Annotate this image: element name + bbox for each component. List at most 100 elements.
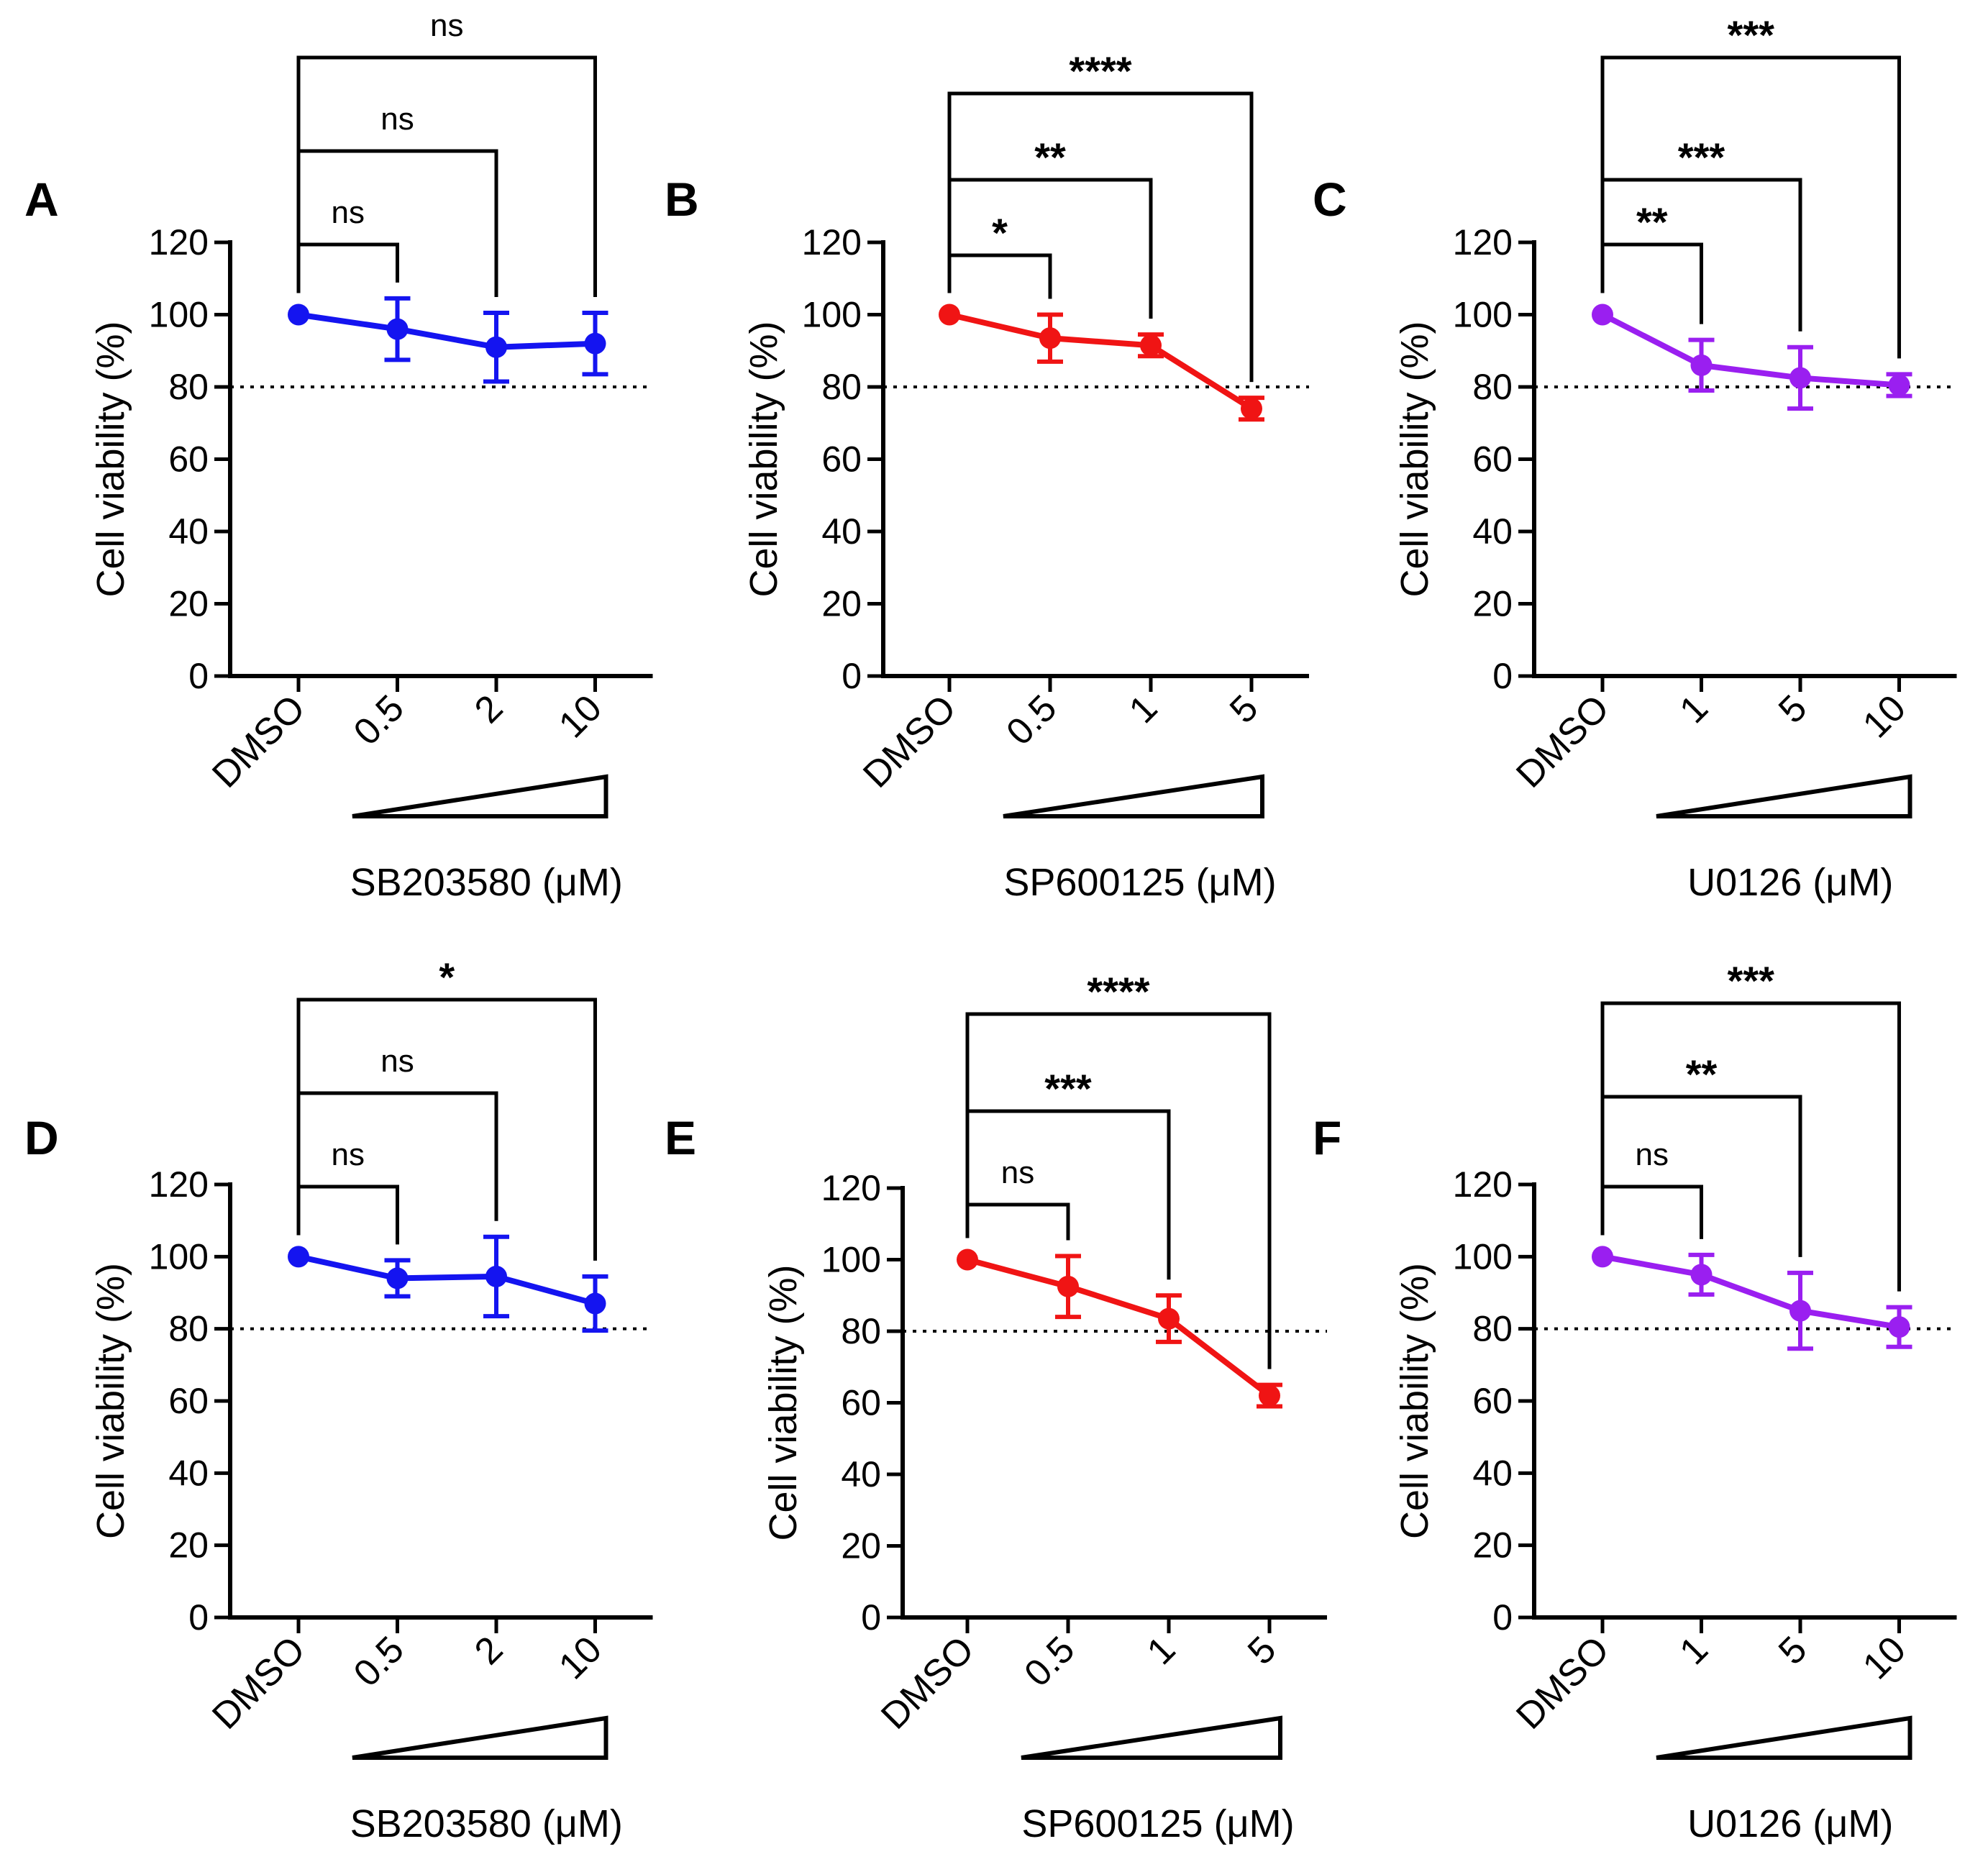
y-tick-label: 20 (168, 584, 209, 624)
significance-label: ns (380, 1044, 414, 1079)
significance-label: ns (380, 101, 414, 137)
x-tick-label: 5 (1240, 1628, 1284, 1672)
x-tick-label: DMSO (873, 1628, 982, 1737)
x-tick-label: 1 (1121, 687, 1165, 731)
y-tick-label: 20 (168, 1525, 209, 1566)
data-point (1039, 327, 1061, 350)
data-point (1241, 398, 1262, 420)
x-tick-label: 0.5 (1016, 1628, 1082, 1694)
x-tick-label: 1 (1139, 1628, 1183, 1672)
significance-label: * (439, 954, 455, 1000)
significance-label: *** (1728, 958, 1775, 1003)
comparison-bracket (947, 253, 1052, 299)
significance-label: *** (1678, 134, 1725, 180)
y-tick-label: 20 (841, 1526, 881, 1566)
y-tick-label: 80 (1472, 367, 1513, 407)
y-tick-label: 100 (149, 295, 209, 335)
comparison-bracket (296, 55, 597, 297)
series-line (298, 1254, 596, 1307)
y-tick-label: 0 (1492, 1597, 1513, 1638)
panel-e: E 0 20 40 60 80 100 120 Cell viability (%) DMSO 0.… (665, 969, 1327, 1845)
y-tick-label: 40 (168, 511, 209, 552)
concentration-wedge (352, 774, 608, 818)
x-tick-label: 0.5 (346, 687, 412, 753)
y-tick-label: 100 (821, 1240, 881, 1280)
x-tick-label: 10 (551, 1628, 610, 1687)
x-axis-title: SB203580 (μM) (350, 861, 623, 904)
x-tick-label: 10 (1855, 687, 1914, 746)
significance-label: ** (1034, 134, 1066, 180)
comparison-bracket (1600, 1001, 1901, 1292)
significance-label: **** (1087, 969, 1149, 1014)
significance-label: ns (332, 195, 365, 230)
x-tick-label: 10 (551, 687, 610, 746)
data-point (584, 332, 606, 355)
y-tick-label: 100 (802, 295, 862, 335)
y-tick-label: 40 (1472, 511, 1513, 552)
significance-label: * (992, 210, 1008, 255)
data-point (584, 1292, 606, 1315)
significance-label: **** (1069, 48, 1131, 93)
panel-letter: C (1313, 173, 1347, 226)
data-point (1592, 303, 1613, 326)
series-line (1601, 311, 1900, 388)
y-tick-label: 40 (168, 1453, 209, 1493)
y-tick-label: 20 (1472, 584, 1513, 624)
significance-label: ** (1636, 199, 1668, 245)
y-tick-label: 60 (821, 439, 862, 480)
panel-f: F 0 20 40 60 80 100 120 Cell viability (%) DMSO 1 5… (1313, 958, 1957, 1845)
y-tick-label: 100 (1453, 1236, 1513, 1277)
comparison-bracket (296, 998, 597, 1261)
y-tick-label: 80 (1472, 1309, 1513, 1349)
y-tick-label: 20 (821, 584, 862, 624)
x-tick-label: 5 (1771, 1628, 1815, 1672)
y-tick-label: 80 (821, 367, 862, 407)
series-line (298, 311, 596, 350)
data-point (1888, 1316, 1910, 1338)
y-tick-label: 60 (841, 1383, 881, 1423)
y-tick-label: 0 (861, 1597, 881, 1638)
y-axis-label: Cell viability (%) (1393, 1263, 1436, 1539)
y-tick-label: 80 (168, 367, 209, 407)
data-point (288, 303, 309, 326)
comparison-bracket (965, 1012, 1272, 1369)
y-tick-label: 60 (1472, 1381, 1513, 1421)
comparison-bracket (965, 1202, 1070, 1241)
x-tick-label: 1 (1672, 687, 1716, 731)
panel-a: A 0 20 40 60 80 100 120 Cell viability (%) DMSO 0.… (24, 8, 653, 904)
comparison-bracket (296, 242, 399, 293)
comparison-bracket (947, 91, 1254, 383)
y-axis-label: Cell viability (%) (742, 321, 785, 597)
x-axis-title: SP600125 (μM) (1003, 861, 1276, 904)
y-tick-label: 0 (842, 656, 862, 696)
comparison-bracket (1600, 242, 1703, 324)
y-tick-label: 120 (149, 1164, 209, 1205)
panel-letter: D (24, 1111, 59, 1164)
y-axis-label: Cell viability (%) (89, 1263, 132, 1539)
y-tick-label: 40 (841, 1454, 881, 1494)
x-tick-label: DMSO (855, 687, 964, 795)
significance-label: ns (332, 1137, 365, 1172)
x-axis-title: SP600125 (μM) (1021, 1802, 1294, 1845)
data-point (1158, 1307, 1180, 1330)
y-tick-label: 0 (188, 1597, 209, 1638)
data-point (1592, 1246, 1613, 1268)
significance-label: *** (1728, 12, 1775, 58)
concentration-wedge (1003, 774, 1264, 818)
series-line (1602, 1254, 1900, 1330)
x-tick-label: 1 (1672, 1628, 1716, 1672)
x-axis-title: SB203580 (μM) (350, 1802, 623, 1845)
data-point (1259, 1384, 1280, 1407)
significance-label: ns (1001, 1155, 1034, 1190)
y-tick-label: 40 (821, 511, 862, 552)
comparison-bracket (296, 1184, 399, 1245)
y-tick-label: 60 (168, 1381, 209, 1421)
panel-letter: B (665, 173, 699, 226)
series-line (949, 311, 1254, 411)
y-axis-label: Cell viability (%) (89, 321, 132, 597)
data-point (1690, 354, 1713, 376)
significance-label: *** (1044, 1066, 1092, 1111)
y-tick-label: 0 (188, 656, 209, 696)
x-tick-label: 0.5 (998, 687, 1064, 753)
